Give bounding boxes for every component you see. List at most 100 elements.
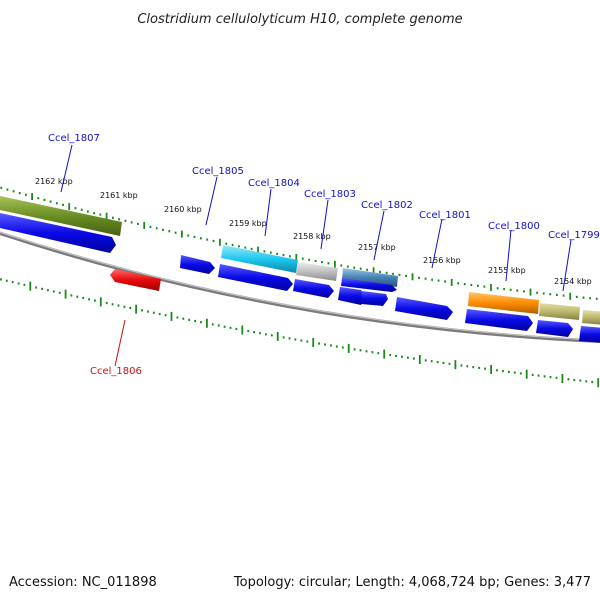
gc-skew-tick bbox=[424, 277, 427, 280]
leader-line bbox=[505, 229, 512, 282]
gc-skew-tick bbox=[508, 370, 510, 373]
gc-skew-tick bbox=[371, 351, 374, 354]
gc-skew-tick bbox=[152, 311, 155, 314]
gc-skew-tick bbox=[418, 355, 421, 364]
feature-steel bbox=[342, 268, 398, 287]
gc-skew-tick bbox=[411, 273, 414, 281]
gc-skew-tick bbox=[597, 378, 600, 388]
gc-skew-tick bbox=[168, 230, 171, 233]
gc-skew-tick bbox=[270, 334, 273, 337]
gc-skew-tick bbox=[529, 288, 532, 296]
gc-skew-tick bbox=[444, 280, 446, 283]
gc-skew-tick bbox=[118, 218, 120, 221]
gc-skew-tick bbox=[41, 287, 43, 290]
gc-skew-tick bbox=[112, 216, 114, 219]
map-title: Clostridium cellulolyticum H10, complete… bbox=[137, 12, 462, 27]
gc-skew-tick bbox=[502, 370, 504, 373]
gc-skew-tick bbox=[37, 197, 40, 200]
gc-skew-tick bbox=[383, 349, 386, 359]
gc-skew-tick bbox=[0, 186, 3, 189]
gc-skew-tick bbox=[431, 278, 433, 281]
feature-cyan bbox=[221, 245, 298, 273]
gc-skew-tick bbox=[289, 255, 291, 258]
gc-skew-tick bbox=[385, 271, 388, 274]
gc-skew-tick bbox=[569, 292, 572, 300]
cds-arrow bbox=[218, 264, 293, 291]
gc-skew-tick bbox=[327, 262, 330, 265]
gc-skew-tick bbox=[496, 287, 499, 290]
gc-skew-tick bbox=[335, 345, 338, 348]
gc-skew-tick bbox=[579, 379, 582, 382]
gc-skew-tick bbox=[164, 314, 167, 317]
gc-skew-tick bbox=[29, 281, 32, 291]
gc-skew-tick bbox=[259, 332, 261, 335]
gc-skew-tick bbox=[276, 331, 279, 341]
gc-skew-tick bbox=[124, 219, 127, 222]
gc-skew-tick bbox=[509, 288, 512, 291]
leader-line bbox=[373, 210, 385, 261]
gc-skew-tick bbox=[413, 357, 415, 360]
feature-band bbox=[0, 196, 600, 325]
gc-skew-tick bbox=[549, 293, 552, 296]
genome-backbone bbox=[0, 231, 600, 343]
cds-arrow bbox=[341, 278, 397, 292]
gc-skew-tick bbox=[250, 247, 253, 250]
cds-arrow-reverse bbox=[110, 269, 161, 291]
gc-skew-tick bbox=[372, 267, 375, 275]
gc-skew-tick bbox=[585, 380, 588, 383]
gc-skew-tick bbox=[582, 296, 585, 299]
gene-label: Ccel_1805 bbox=[192, 166, 244, 177]
gc-skew-tick bbox=[490, 365, 492, 374]
gc-skew-tick bbox=[80, 208, 83, 211]
gc-skew-tick bbox=[238, 245, 240, 248]
gc-skew-tick bbox=[516, 289, 519, 292]
gc-skew-tick bbox=[407, 356, 409, 359]
accession-text: Accession: NC_011898 bbox=[9, 575, 157, 590]
gc-skew-tick bbox=[47, 289, 49, 292]
gc-skew-tick bbox=[321, 261, 323, 264]
gc-skew-tick bbox=[306, 340, 309, 343]
gc-skew-tick bbox=[448, 362, 451, 365]
gc-skew-tick bbox=[276, 252, 279, 255]
gc-skew-tick bbox=[405, 274, 407, 277]
gc-skew-tick bbox=[93, 212, 95, 215]
gc-skew-tick bbox=[68, 203, 71, 211]
gc-skew-tick bbox=[111, 303, 114, 306]
cds-arrow bbox=[180, 255, 215, 274]
leader-line bbox=[205, 176, 218, 226]
gc-skew-tick bbox=[217, 324, 220, 327]
gc-skew-tick bbox=[389, 353, 392, 357]
gc-skew-tick bbox=[229, 326, 232, 329]
gc-skew-tick bbox=[531, 373, 534, 376]
gc-skew-tick bbox=[537, 374, 540, 377]
gc-skew-tick bbox=[265, 333, 267, 336]
gc-skew-tick bbox=[200, 237, 202, 240]
gc-skew-tick bbox=[25, 193, 27, 196]
gc-skew-tick bbox=[11, 281, 14, 284]
gc-skew-tick bbox=[340, 264, 343, 267]
gc-skew-tick bbox=[450, 278, 453, 286]
gc-skew-tick bbox=[257, 246, 259, 254]
gc-skew-tick bbox=[206, 318, 208, 328]
gc-skew-tick bbox=[437, 279, 440, 282]
gc-skew-tick bbox=[591, 380, 594, 384]
gc-skew-tick bbox=[472, 366, 475, 369]
gc-skew-tick bbox=[147, 310, 149, 313]
gc-skew-tick bbox=[288, 337, 291, 340]
gc-skew-tick bbox=[181, 230, 183, 238]
gc-skew-tick bbox=[137, 222, 139, 225]
gc-skew-tick bbox=[314, 259, 317, 263]
gc-skew-tick bbox=[308, 258, 311, 261]
gc-skew-tick bbox=[74, 207, 77, 210]
kbp-label: 2154 kbp bbox=[554, 277, 592, 286]
feature-olive bbox=[0, 196, 122, 236]
cds-arrow bbox=[338, 287, 365, 305]
gene-label: Ccel_1800 bbox=[488, 221, 540, 232]
gc-skew-tick bbox=[0, 278, 2, 281]
gc-skew-tick bbox=[206, 238, 209, 241]
gc-skew-tick bbox=[219, 238, 221, 246]
kbp-label: 2160 kbp bbox=[164, 205, 202, 214]
gc-skew-tick bbox=[324, 343, 326, 346]
gc-skew-tick bbox=[193, 235, 196, 238]
gc-skew-tick bbox=[503, 288, 505, 291]
